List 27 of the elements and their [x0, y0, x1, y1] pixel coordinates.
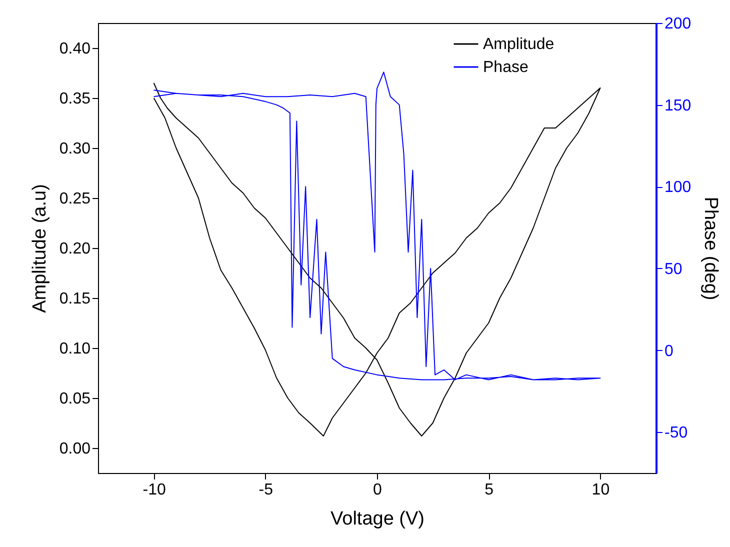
y-tick-label: 0.30 [59, 140, 91, 158]
y-axis-title: Amplitude (a.u) [29, 184, 50, 313]
y2-tick-label: 0 [664, 342, 674, 360]
y-tick-label: 0.25 [59, 190, 91, 208]
y2-tick-label: 100 [664, 179, 692, 196]
y-tick-label: 0.40 [59, 40, 91, 58]
y2-axis-title: Phase (deg) [700, 196, 722, 300]
y-tick-label: 0.15 [59, 290, 91, 308]
x-tick-label: 10 [592, 482, 610, 498]
y-tick-label: 0.35 [59, 90, 91, 108]
x-axis-title: Voltage (V) [330, 508, 424, 530]
x-tick-label: -5 [258, 482, 274, 498]
y-tick-label: 0.10 [59, 340, 91, 358]
legend-label: Phase [483, 59, 528, 76]
y-tick-label: 0.00 [59, 440, 91, 458]
y-tick-label: 0.05 [59, 390, 91, 408]
x-tick-label: -10 [142, 482, 166, 498]
y2-tick-label: -50 [664, 424, 688, 442]
y2-tick-label: 50 [664, 260, 682, 278]
x-tick-label: 5 [484, 482, 494, 498]
y2-tick-label: 200 [664, 16, 692, 32]
line-series [153, 72, 601, 380]
line-series [153, 82, 601, 436]
legend-label: Amplitude [483, 36, 554, 53]
y-tick-label: 0.20 [59, 240, 91, 258]
y2-tick-label: 150 [664, 97, 692, 114]
x-tick-label: 0 [373, 482, 382, 498]
